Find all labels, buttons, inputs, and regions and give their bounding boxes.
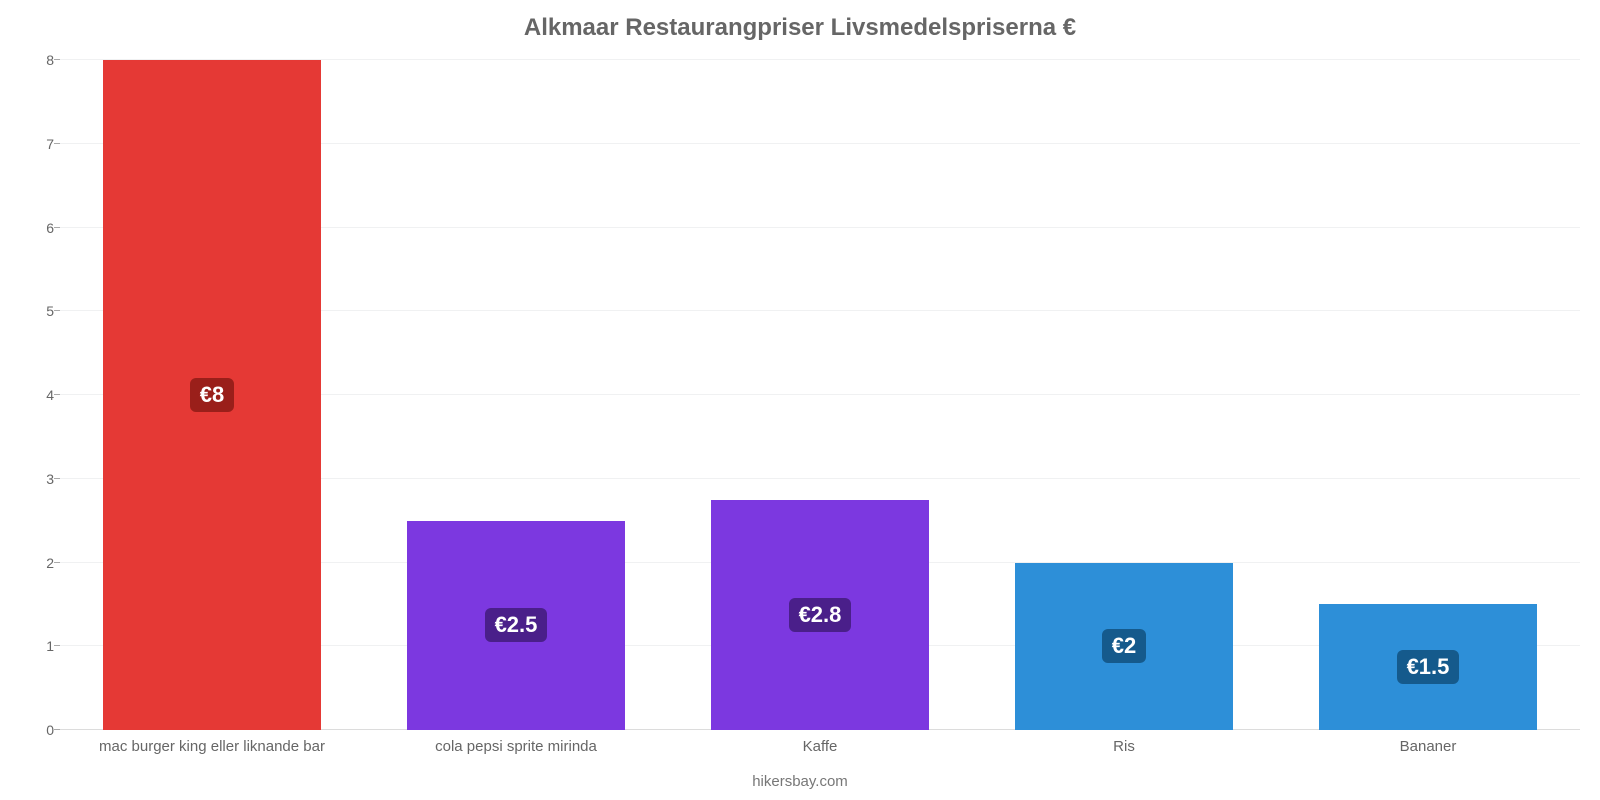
y-tick-label: 0 <box>26 722 54 738</box>
chart-title: Alkmaar Restaurangpriser Livsmedelsprise… <box>0 14 1600 42</box>
bar: €2 <box>1015 563 1234 731</box>
x-tick-label: Kaffe <box>668 738 972 755</box>
y-tick-mark <box>54 394 60 395</box>
y-tick-mark <box>54 227 60 228</box>
x-tick-label: mac burger king eller liknande bar <box>60 738 364 755</box>
y-tick-mark <box>54 143 60 144</box>
y-tick-mark <box>54 729 60 730</box>
bar: €1.5 <box>1319 604 1538 730</box>
y-tick-mark <box>54 59 60 60</box>
y-tick-label: 2 <box>26 555 54 571</box>
y-tick-label: 8 <box>26 52 54 68</box>
plot-inner: 012345678€8mac burger king eller liknand… <box>60 60 1580 730</box>
y-tick-mark <box>54 310 60 311</box>
bar: €2.8 <box>711 500 930 730</box>
y-tick-label: 5 <box>26 303 54 319</box>
bar-value-label: €2 <box>1015 629 1234 663</box>
y-tick-label: 6 <box>26 220 54 236</box>
x-tick-label: Ris <box>972 738 1276 755</box>
chart-subtitle: hikersbay.com <box>0 773 1600 790</box>
bar: €2.5 <box>407 521 626 730</box>
bar: €8 <box>103 60 322 730</box>
price-bar-chart: Alkmaar Restaurangpriser Livsmedelsprise… <box>0 0 1600 800</box>
x-tick-label: cola pepsi sprite mirinda <box>364 738 668 755</box>
plot-area: 012345678€8mac burger king eller liknand… <box>60 60 1580 730</box>
y-tick-mark <box>54 478 60 479</box>
y-tick-label: 3 <box>26 471 54 487</box>
bar-value-label: €1.5 <box>1319 650 1538 684</box>
y-tick-label: 1 <box>26 638 54 654</box>
y-tick-mark <box>54 562 60 563</box>
x-tick-label: Bananer <box>1276 738 1580 755</box>
y-tick-label: 4 <box>26 387 54 403</box>
y-tick-mark <box>54 645 60 646</box>
bar-value-label: €2.5 <box>407 608 626 642</box>
y-tick-label: 7 <box>26 136 54 152</box>
bar-value-label: €2.8 <box>711 598 930 632</box>
bar-value-label: €8 <box>103 378 322 412</box>
